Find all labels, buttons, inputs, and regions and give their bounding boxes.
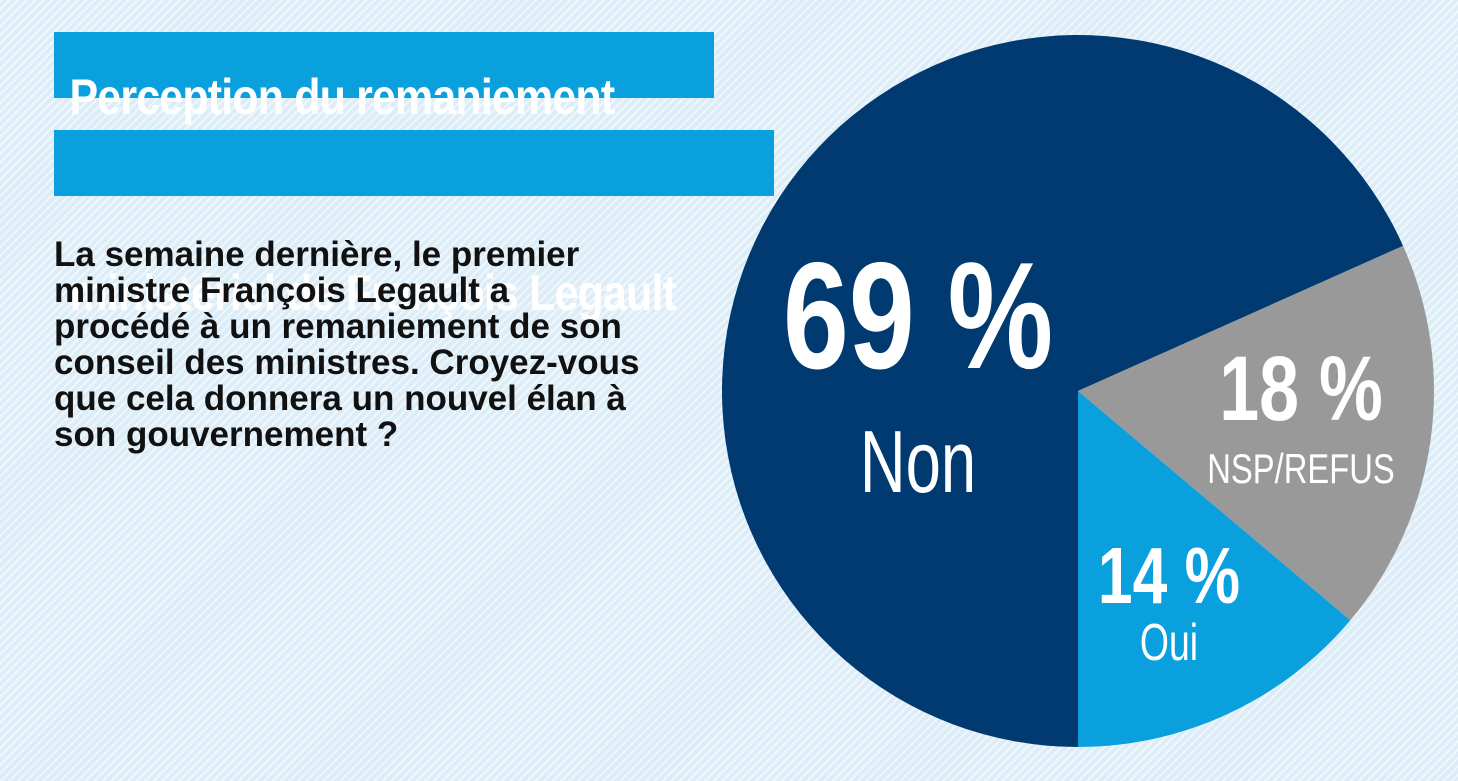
pie-slice-non xyxy=(722,34,1404,748)
pie-slices xyxy=(722,34,1435,748)
slice-category-label: Non xyxy=(860,414,976,512)
slice-category-label: Oui xyxy=(1140,613,1198,672)
slice-value-label: 69 % xyxy=(783,231,1053,400)
slice-value-label: 14 % xyxy=(1098,532,1240,621)
slice-value-label: 18 % xyxy=(1219,337,1383,440)
title-bar-1: Perception du remaniement xyxy=(54,32,714,125)
title-line-2: ministériel de François Legault xyxy=(69,265,677,321)
pie-labels: 69 % Non 18 % NSP/REFUS 14 %Oui xyxy=(783,231,1395,672)
title-bar-2: ministériel de François Legault xyxy=(54,130,774,321)
survey-question: La semaine dernière, le premier ministre… xyxy=(54,235,640,454)
pie-slice-oui xyxy=(1078,391,1351,747)
slice-category-label: NSP/REFUS xyxy=(1207,445,1394,492)
pie-slice-nsp-refus xyxy=(1078,245,1435,621)
title-line-1: Perception du remaniement xyxy=(69,69,615,125)
